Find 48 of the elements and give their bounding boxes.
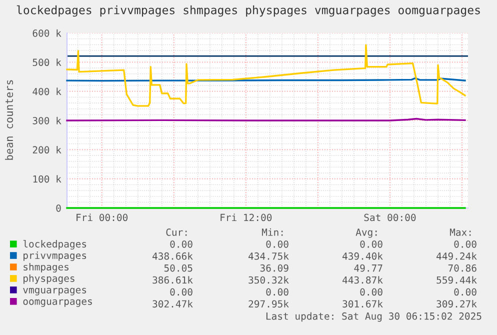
text: 434.75k	[248, 252, 289, 260]
text: 70.86	[448, 264, 476, 272]
legend-label: physpages	[24, 274, 74, 284]
text: 350.32k	[248, 276, 289, 284]
legend-label: privvmpages	[24, 252, 86, 261]
text: 0.00	[454, 240, 476, 248]
x-tick-label: Fri 00:00	[76, 214, 128, 222]
text: 297.95k	[248, 300, 289, 308]
text: 50.05	[164, 264, 192, 272]
text: Last update: Sat Aug 30 06:15:02 2025	[266, 312, 482, 322]
text: 49.77	[354, 264, 382, 272]
x-tick-label: Sat 00:00	[364, 214, 416, 222]
text: Cur:	[166, 228, 187, 236]
text: 301.67k	[342, 300, 383, 308]
legend-label: vmguarpages	[23, 288, 86, 296]
legend-label: lockedpages	[23, 240, 86, 250]
text: 309.27k	[436, 300, 477, 308]
y-tick-label: 400 k	[32, 88, 62, 96]
text: Min:	[262, 228, 283, 236]
y-tick-label: 500 k	[32, 58, 62, 66]
text: 0.00	[266, 288, 288, 296]
y-tick-label: 600 k	[32, 29, 62, 37]
text: 0.00	[170, 288, 192, 296]
text: 36.09	[260, 264, 288, 272]
text: Max:	[450, 228, 471, 236]
text: 0.00	[360, 288, 382, 296]
x-tick-label: Fri 12:00	[220, 214, 272, 222]
y-axis-title: bean counters	[4, 80, 14, 160]
y-tick-label: 0	[56, 204, 61, 212]
text: 438.66k	[152, 252, 193, 260]
text: 449.24k	[436, 252, 477, 260]
text: 559.44k	[436, 276, 477, 284]
text: 0.00	[360, 240, 382, 248]
text: 302.47k	[152, 300, 193, 308]
text: 0.00	[170, 240, 192, 248]
text: 0.00	[266, 240, 288, 248]
y-tick-label: 100 k	[33, 175, 62, 183]
y-tick-label: 300 k	[32, 116, 62, 124]
text: 386.61k	[152, 276, 193, 284]
y-tick-label: 200 k	[32, 146, 62, 154]
legend-label: shmpages	[24, 262, 68, 272]
chart-title: lockedpages privvmpages shmpages physpages vmguarpages oomguarpages	[16, 5, 480, 17]
text: 439.40k	[342, 252, 383, 260]
text: 443.87k	[342, 276, 383, 284]
text: 0.00	[454, 288, 476, 296]
text: Avg:	[356, 228, 377, 238]
legend-label: oomguarpages	[23, 299, 92, 307]
line-series	[66, 44, 466, 107]
